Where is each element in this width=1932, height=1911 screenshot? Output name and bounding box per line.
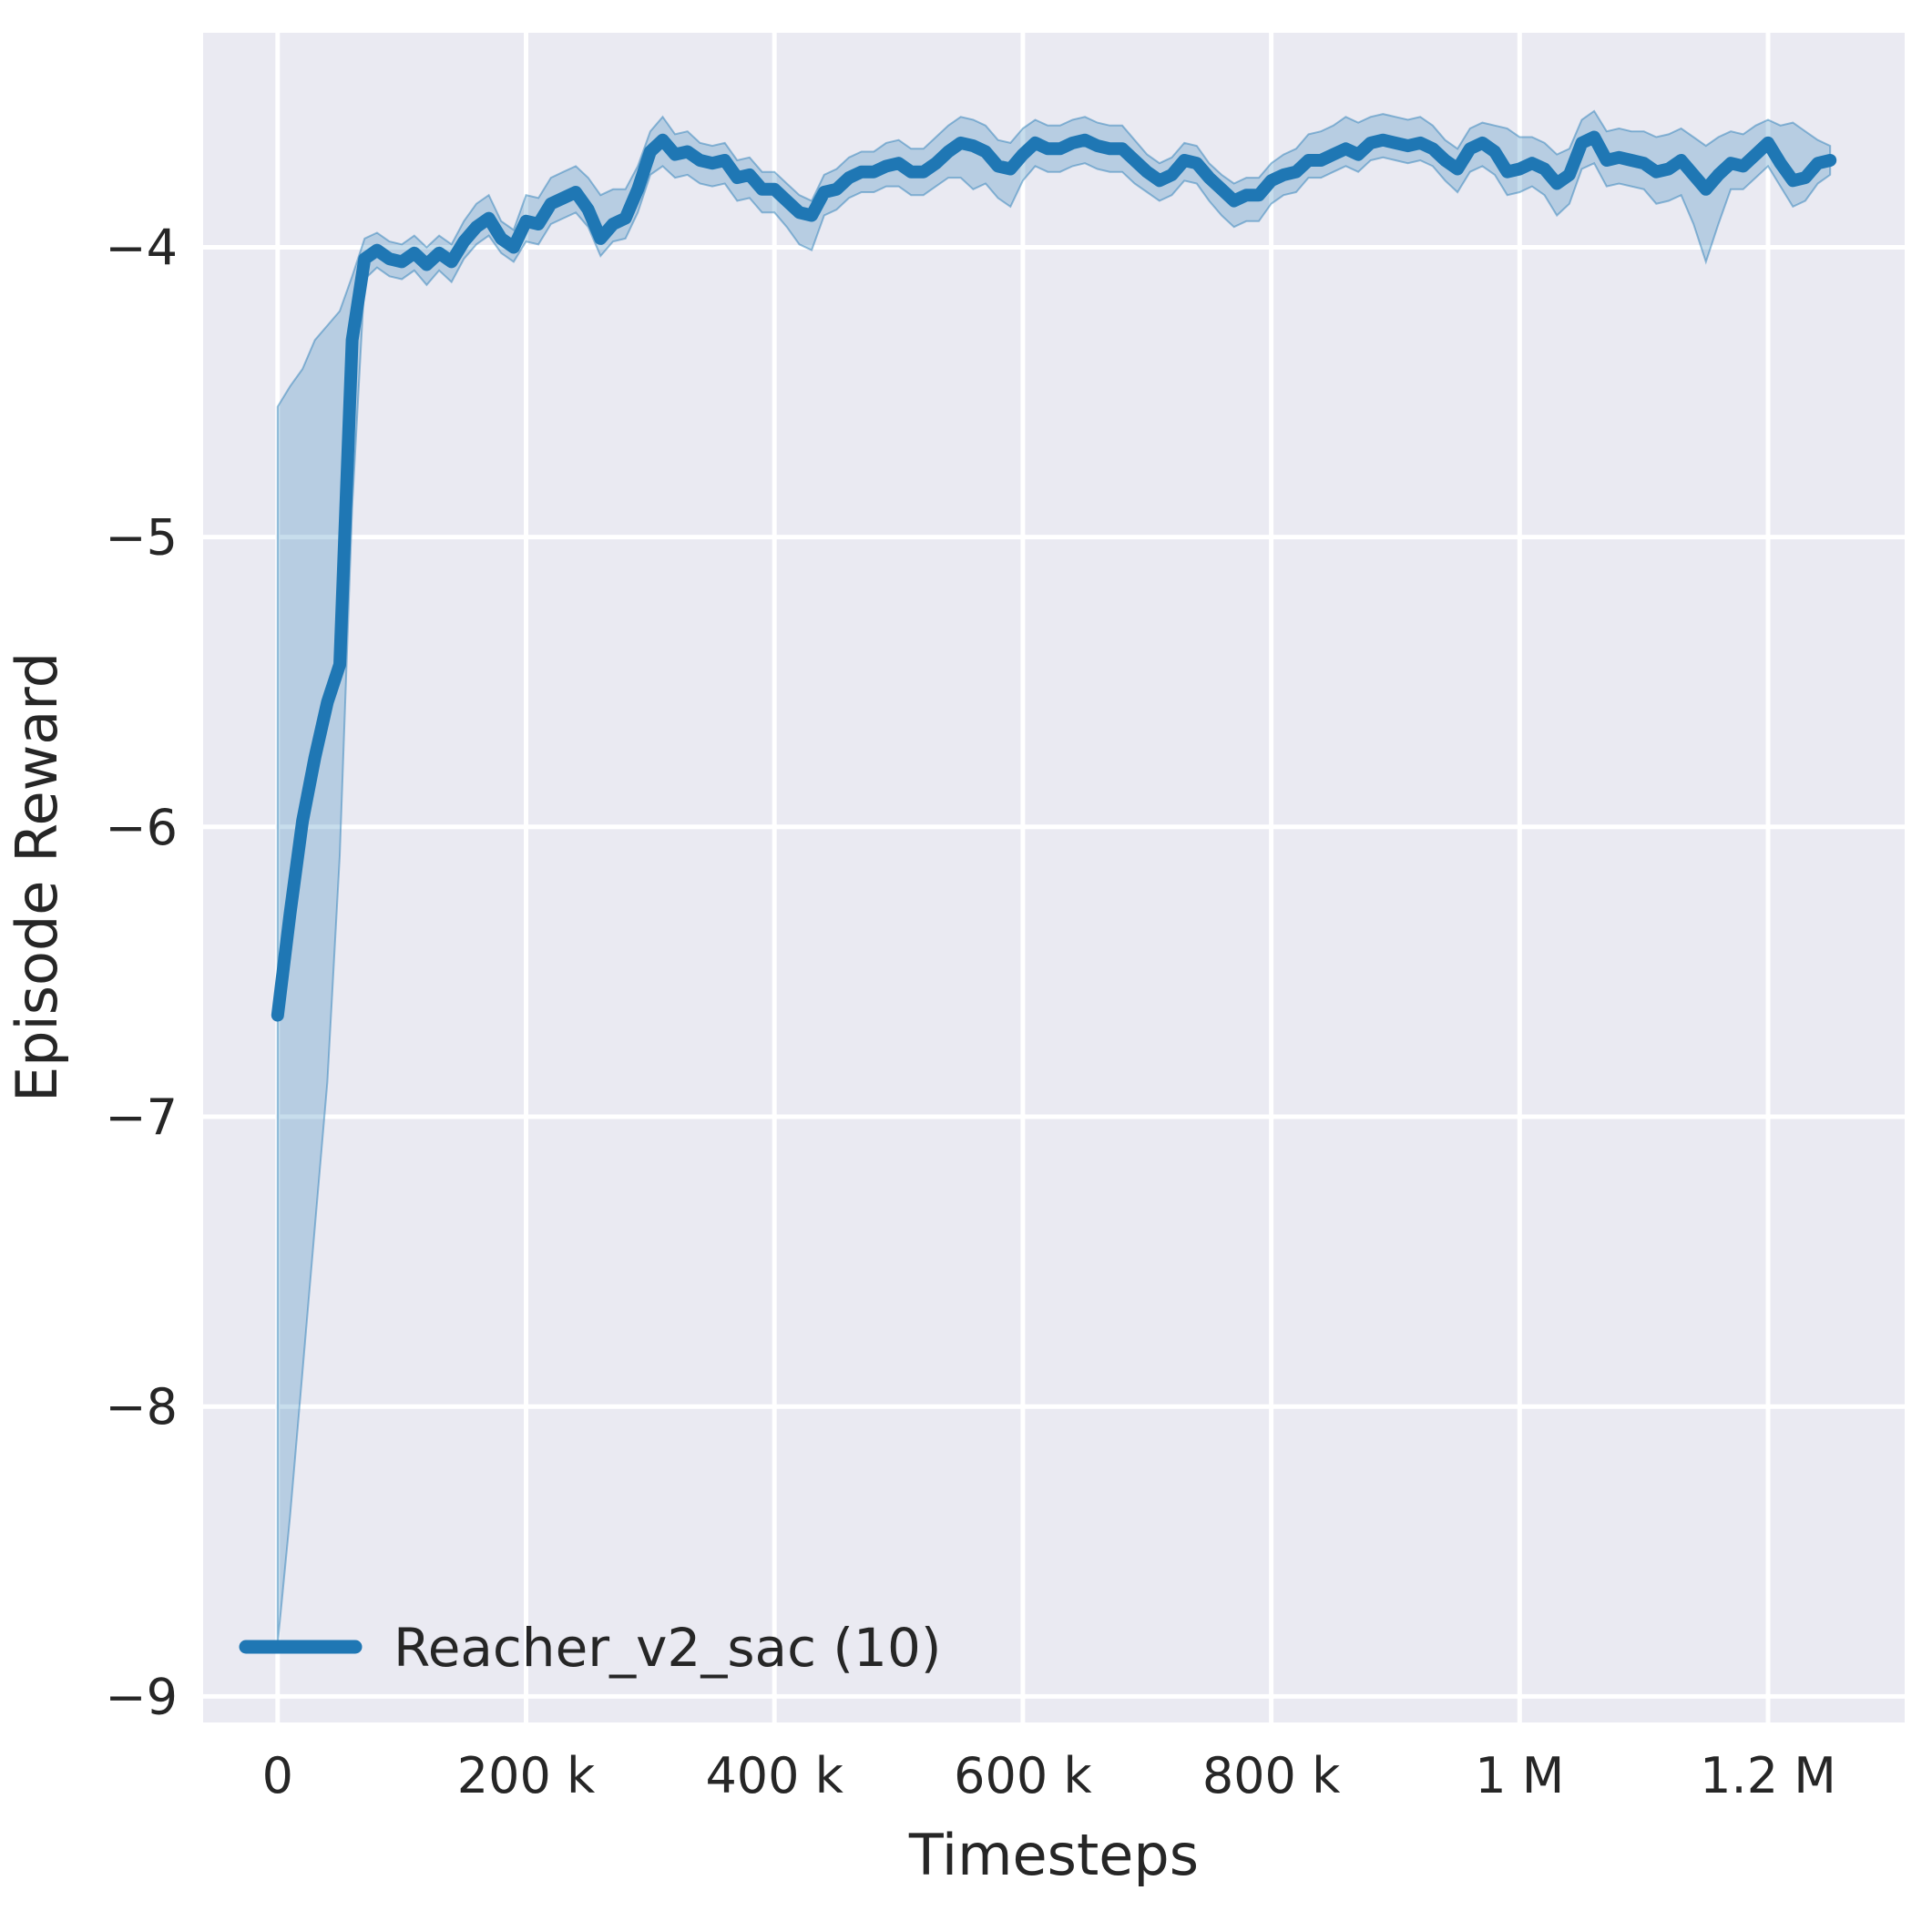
y-axis-label: Episode Reward (4, 652, 70, 1102)
plot-area (203, 33, 1905, 1722)
x-axis-label: Timesteps (908, 1822, 1199, 1888)
x-tick-labels: 0 200 k 400 k 600 k 800 k 1 M 1.2 M (262, 1747, 1836, 1804)
y-tick-label: −9 (105, 1668, 178, 1725)
x-tick-label: 600 k (954, 1747, 1092, 1804)
y-tick-label: −5 (105, 509, 178, 567)
legend: Reacher_v2_sac (10) (239, 1617, 941, 1679)
x-tick-label: 0 (262, 1747, 293, 1804)
y-tick-label: −4 (105, 220, 178, 277)
x-tick-label: 1.2 M (1700, 1747, 1836, 1804)
y-tick-label: −7 (105, 1088, 178, 1146)
gridlines (203, 33, 1905, 1722)
x-tick-label: 1 M (1475, 1747, 1564, 1804)
y-tick-label: −8 (105, 1378, 178, 1436)
x-tick-label: 800 k (1202, 1747, 1341, 1804)
mean-line (271, 130, 1837, 1022)
y-tick-label: −6 (105, 799, 178, 856)
x-tick-label: 200 k (457, 1747, 596, 1804)
legend-label: Reacher_v2_sac (10) (394, 1617, 941, 1679)
y-tick-labels: −4 −5 −6 −7 −8 −9 (105, 220, 178, 1726)
x-tick-label: 400 k (705, 1747, 843, 1804)
